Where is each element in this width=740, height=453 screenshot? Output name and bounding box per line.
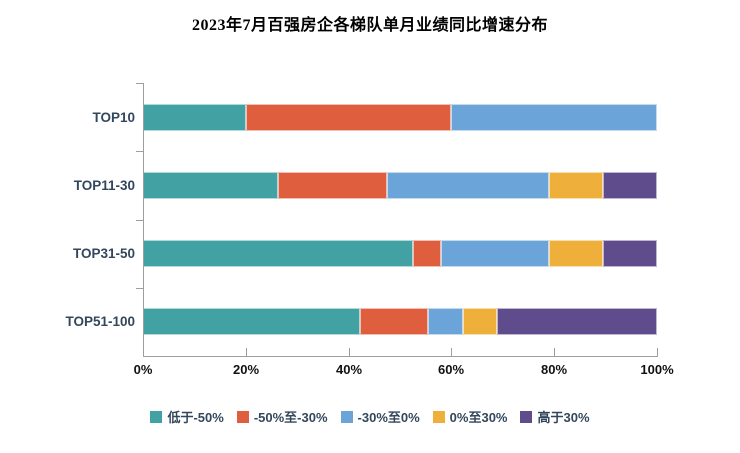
legend-label: 低于-50% [167, 410, 224, 425]
bar-segment [428, 308, 463, 336]
bar-row [143, 171, 657, 199]
legend-item: -30%至0% [340, 407, 420, 426]
category-label: TOP51-100 [65, 314, 135, 330]
legend-swatch-icon [340, 410, 353, 423]
bar-segment [143, 103, 246, 131]
bar-segment [462, 308, 498, 336]
x-axis-tick-label: 40% [335, 362, 363, 377]
y-axis-tick [136, 151, 143, 152]
legend-item: 低于-50% [150, 407, 224, 426]
category-label: TOP11-30 [73, 177, 135, 193]
y-axis [143, 83, 144, 357]
bar-row [143, 240, 657, 268]
bar-segment [278, 171, 387, 199]
bar-segment [245, 103, 452, 131]
legend-label: 高于30% [537, 410, 590, 425]
bar-segment [549, 240, 604, 268]
x-axis-tick [349, 348, 350, 356]
x-axis-tick [657, 348, 658, 356]
legend-item: 高于30% [520, 407, 590, 426]
x-axis-tick [451, 348, 452, 356]
legend-label: -50%至-30% [253, 410, 328, 425]
x-axis-tick-label: 20% [232, 362, 260, 377]
bar-row [143, 308, 657, 336]
bar-segment [143, 308, 360, 336]
bar-segment [603, 171, 657, 199]
legend-swatch-icon [236, 410, 249, 423]
x-axis-tick-label: 100% [640, 362, 674, 377]
y-axis-labels: TOP10 TOP11-30 TOP31-50 TOP51-100 [0, 83, 135, 356]
bar-segment [143, 171, 279, 199]
legend-item: -50%至-30% [236, 407, 328, 426]
bar-segment [359, 308, 429, 336]
y-axis-tick [136, 83, 143, 84]
x-axis-tick-labels: 0% 20% 40% 60% 80% 100% [0, 362, 740, 378]
bar-segment [440, 240, 550, 268]
y-axis-tick [136, 220, 143, 221]
legend-swatch-icon [150, 410, 163, 423]
bar-segment [497, 308, 657, 336]
bar-segment [549, 171, 604, 199]
plot-area [143, 83, 657, 356]
legend-swatch-icon [432, 410, 445, 423]
y-axis-tick [136, 288, 143, 289]
x-axis-tick [554, 348, 555, 356]
x-axis-tick-label: 80% [540, 362, 568, 377]
bar-segment [603, 240, 657, 268]
legend-swatch-icon [520, 410, 533, 423]
x-axis-tick-label: 0% [133, 362, 153, 377]
legend-label: -30%至0% [357, 410, 420, 425]
legend-label: 0%至30% [449, 410, 508, 425]
chart-title: 2023年7月百强房企各梯队单月业绩同比增速分布 [191, 17, 548, 34]
x-axis-tick [246, 348, 247, 356]
bar-segment [451, 103, 657, 131]
legend: 低于-50% -50%至-30% -30%至0% 0%至30% 高于30% [0, 407, 740, 426]
bar-segment [413, 240, 441, 268]
x-axis-tick-label: 60% [437, 362, 465, 377]
bar-segment [143, 240, 414, 268]
legend-item: 0%至30% [432, 407, 508, 426]
bar-segment [386, 171, 550, 199]
bar-row [143, 103, 657, 131]
category-label: TOP10 [92, 109, 135, 125]
category-label: TOP31-50 [72, 246, 135, 262]
x-axis [143, 356, 658, 357]
